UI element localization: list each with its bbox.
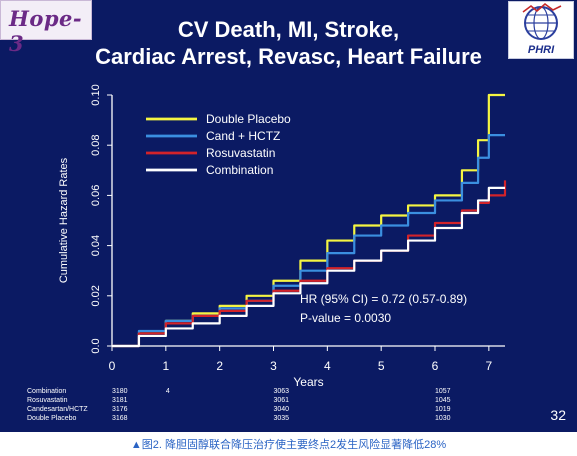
- p-value-text: P-value = 0.0030: [300, 311, 391, 325]
- chart-title-line2: Cardiac Arrest, Revasc, Heart Failure: [95, 44, 482, 69]
- x-tick-label: 0: [109, 359, 116, 373]
- chart-annotation: HR (95% CI) = 0.72 (0.57-0.89) P-value = …: [300, 292, 467, 325]
- phri-logo: PHRI: [508, 1, 574, 59]
- legend-label: Double Placebo: [206, 112, 291, 126]
- at-risk-value: 1019: [435, 406, 451, 413]
- y-tick-label: 0.06: [90, 185, 102, 206]
- x-tick-label: 3: [270, 359, 277, 373]
- x-tick-label: 2: [216, 359, 223, 373]
- hope3-logo: Hope-3: [0, 0, 92, 56]
- at-risk-value: 3063: [274, 388, 290, 395]
- phri-logo-text: PHRI: [527, 44, 555, 56]
- at-risk-value: 1030: [435, 415, 451, 422]
- at-risk-value: 3176: [112, 406, 128, 413]
- y-tick-label: 0.0: [90, 338, 102, 353]
- series-line-rosuvastatin: [112, 180, 507, 348]
- y-axis-label: Cumulative Hazard Rates: [58, 157, 70, 283]
- at-risk-table: Combination 3180 4 3063 1057 Rosuvastatin 3181…: [27, 388, 451, 422]
- at-risk-value: 3180: [112, 388, 128, 395]
- chart-canvas: 0.0 0.02 0.04 0.06 0.08 0.10 0 1 2 3 4 5 6 7 Years Cumu…: [27, 84, 507, 422]
- at-risk-row-label: Double Placebo: [27, 415, 77, 422]
- hope3-logo-text: Hope-3: [9, 6, 83, 56]
- x-tick-label: 6: [432, 359, 439, 373]
- chart-legend: Double Placebo Cand + HCTZ Rosuvastatin Com…: [146, 112, 291, 177]
- at-risk-value: 1057: [435, 388, 451, 395]
- legend-label: Cand + HCTZ: [206, 129, 280, 143]
- series-line-combination: [112, 186, 505, 348]
- x-tick-label: 1: [162, 359, 169, 373]
- legend-label: Rosuvastatin: [206, 146, 275, 160]
- at-risk-value: 1045: [435, 397, 451, 404]
- globe-icon: [522, 2, 562, 40]
- at-risk-value: 3168: [112, 415, 128, 422]
- slide-number: 32: [550, 407, 566, 423]
- at-risk-row-label: Combination: [27, 388, 66, 395]
- hazard-ratio-text: HR (95% CI) = 0.72 (0.57-0.89): [300, 292, 467, 306]
- chart-axes: 0.0 0.02 0.04 0.06 0.08 0.10 0 1 2 3 4 5 6 7 Years Cumu…: [58, 84, 505, 389]
- y-tick-label: 0.08: [90, 134, 102, 155]
- at-risk-row-label: Rosuvastatin: [27, 397, 68, 404]
- y-tick-label: 0.02: [90, 285, 102, 306]
- at-risk-value: 3181: [112, 397, 128, 404]
- at-risk-value: 3040: [274, 406, 290, 413]
- legend-label: Combination: [206, 163, 273, 177]
- at-risk-value: 4: [166, 388, 170, 395]
- chart-title-line1: CV Death, MI, Stroke,: [177, 17, 400, 42]
- x-tick-label: 7: [486, 359, 493, 373]
- x-tick-label: 5: [378, 359, 385, 373]
- at-risk-row-label: Candesartan/HCTZ: [27, 406, 88, 413]
- series-line-double-placebo: [112, 93, 505, 348]
- y-tick-label: 0.10: [90, 84, 102, 105]
- x-axis-label: Years: [293, 375, 323, 389]
- at-risk-value: 3035: [274, 415, 290, 422]
- slide: Hope-3 PHRI CV Death, MI, Stroke, Cardia…: [0, 0, 577, 432]
- x-tick-label: 4: [324, 359, 331, 373]
- at-risk-value: 3061: [274, 397, 290, 404]
- chart-series-group: [112, 93, 507, 348]
- y-tick-label: 0.04: [90, 235, 102, 256]
- figure-caption: ▲图2. 降胆固醇联合降压治疗使主要终点2发生风险显著降低28%: [130, 439, 447, 451]
